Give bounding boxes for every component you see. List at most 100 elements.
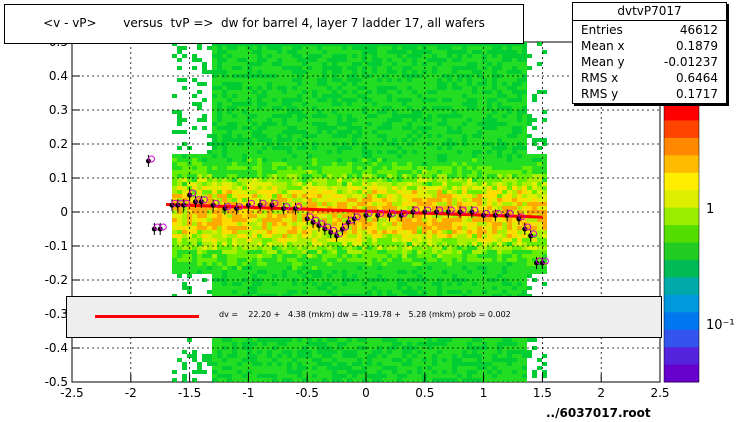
heatmap-cell	[357, 362, 362, 366]
heatmap-cell	[182, 246, 187, 250]
heatmap-cell	[272, 130, 277, 134]
heatmap-cell	[222, 366, 227, 370]
heatmap-cell	[237, 198, 242, 202]
heatmap-cell	[292, 46, 297, 50]
heatmap-cell	[202, 370, 207, 374]
heatmap-cell	[172, 226, 177, 230]
heatmap-cell	[317, 254, 322, 258]
heatmap-cell	[427, 126, 432, 130]
heatmap-cell	[407, 154, 412, 158]
heatmap-cell	[297, 198, 302, 202]
heatmap-cell	[367, 162, 372, 166]
heatmap-cell	[282, 106, 287, 110]
heatmap-cell	[277, 134, 282, 138]
heatmap-cell	[482, 194, 487, 198]
heatmap-cell	[247, 126, 252, 130]
heatmap-cell	[407, 270, 412, 274]
heatmap-cell	[317, 258, 322, 262]
heatmap-cell	[282, 122, 287, 126]
heatmap-cell	[477, 246, 482, 250]
heatmap-cell	[262, 342, 267, 346]
heatmap-cell	[212, 170, 217, 174]
heatmap-cell	[372, 230, 377, 234]
heatmap-cell	[337, 342, 342, 346]
heatmap-cell	[382, 250, 387, 254]
heatmap-cell	[212, 262, 217, 266]
heatmap-cell	[442, 234, 447, 238]
heatmap-cell	[237, 46, 242, 50]
heatmap-cell	[237, 154, 242, 158]
heatmap-cell	[262, 114, 267, 118]
heatmap-cell	[342, 278, 347, 282]
heatmap-cell	[412, 214, 417, 218]
heatmap-cell	[382, 194, 387, 198]
heatmap-cell	[412, 158, 417, 162]
heatmap-cell	[427, 150, 432, 154]
heatmap-cell	[367, 66, 372, 70]
heatmap-cell	[387, 122, 392, 126]
heatmap-cell	[387, 62, 392, 66]
heatmap-cell	[182, 350, 187, 354]
heatmap-cell	[197, 238, 202, 242]
heatmap-cell	[387, 206, 392, 210]
heatmap-cell	[227, 138, 232, 142]
heatmap-cell	[287, 210, 292, 214]
heatmap-cell	[297, 250, 302, 254]
heatmap-cell	[482, 98, 487, 102]
heatmap-cell	[322, 106, 327, 110]
heatmap-cell	[342, 78, 347, 82]
heatmap-cell	[352, 166, 357, 170]
heatmap-cell	[237, 182, 242, 186]
heatmap-cell	[362, 150, 367, 154]
heatmap-cell	[192, 358, 197, 362]
heatmap-cell	[372, 66, 377, 70]
heatmap-cell	[307, 182, 312, 186]
heatmap-cell	[252, 258, 257, 262]
heatmap-cell	[417, 362, 422, 366]
heatmap-cell	[362, 354, 367, 358]
heatmap-cell	[297, 230, 302, 234]
heatmap-cell	[257, 270, 262, 274]
heatmap-cell	[352, 70, 357, 74]
heatmap-cell	[217, 250, 222, 254]
heatmap-cell	[177, 130, 182, 134]
heatmap-cell	[367, 218, 372, 222]
heatmap-cell	[347, 250, 352, 254]
heatmap-cell	[302, 258, 307, 262]
heatmap-cell	[187, 354, 192, 358]
heatmap-cell	[277, 170, 282, 174]
heatmap-cell	[287, 238, 292, 242]
heatmap-cell	[352, 194, 357, 198]
heatmap-cell	[212, 286, 217, 290]
heatmap-cell	[227, 250, 232, 254]
heatmap-cell	[442, 246, 447, 250]
heatmap-cell	[197, 90, 202, 94]
heatmap-cell	[462, 74, 467, 78]
heatmap-cell	[257, 78, 262, 82]
heatmap-cell	[317, 362, 322, 366]
heatmap-cell	[467, 154, 472, 158]
heatmap-cell	[222, 58, 227, 62]
heatmap-cell	[432, 86, 437, 90]
heatmap-cell	[237, 122, 242, 126]
heatmap-cell	[207, 154, 212, 158]
heatmap-cell	[227, 82, 232, 86]
heatmap-cell	[337, 106, 342, 110]
heatmap-cell	[337, 194, 342, 198]
heatmap-cell	[247, 194, 252, 198]
heatmap-cell	[467, 358, 472, 362]
heatmap-cell	[427, 258, 432, 262]
heatmap-cell	[252, 46, 257, 50]
heatmap-cell	[477, 146, 482, 150]
heatmap-cell	[232, 98, 237, 102]
heatmap-cell	[262, 258, 267, 262]
heatmap-cell	[392, 290, 397, 294]
heatmap-cell	[187, 258, 192, 262]
heatmap-cell	[457, 106, 462, 110]
heatmap-cell	[302, 362, 307, 366]
heatmap-cell	[317, 114, 322, 118]
heatmap-cell	[262, 350, 267, 354]
heatmap-cell	[247, 110, 252, 114]
heatmap-cell	[267, 370, 272, 374]
heatmap-cell	[377, 338, 382, 342]
